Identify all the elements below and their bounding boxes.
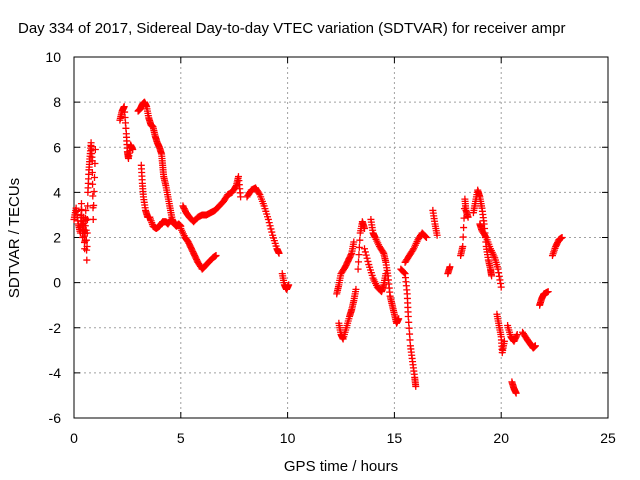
y-tick-label: -4 — [49, 365, 62, 381]
data-point — [433, 231, 441, 239]
y-tick-label: 2 — [53, 230, 61, 246]
data-point — [400, 269, 408, 277]
data-point — [237, 193, 245, 201]
data-point — [355, 258, 363, 266]
data-point — [84, 202, 92, 210]
y-tick-labels: -6 -4 -2 0 2 4 6 8 10 — [45, 49, 61, 426]
y-tick-label: -6 — [49, 410, 62, 426]
data-point — [460, 214, 468, 222]
x-tick-label: 5 — [177, 430, 185, 446]
data-point — [513, 331, 521, 339]
data-point — [81, 237, 89, 245]
data-point — [363, 254, 371, 262]
data-point — [129, 146, 137, 154]
data-point — [406, 336, 414, 344]
data-point — [167, 215, 175, 223]
data-point — [395, 315, 403, 323]
data-point — [354, 265, 362, 273]
data-point — [89, 180, 97, 188]
data-point — [355, 243, 363, 251]
data-point — [446, 263, 454, 271]
y-tick-label: 8 — [53, 94, 61, 110]
y-tick-label: 4 — [53, 184, 61, 200]
x-tick-label: 0 — [70, 430, 78, 446]
data-point — [90, 187, 98, 195]
x-tick-label: 15 — [387, 430, 403, 446]
data-point — [91, 173, 99, 181]
y-tick-label: -2 — [49, 320, 62, 336]
data-points — [70, 98, 566, 397]
data-point — [83, 229, 91, 237]
data-point — [464, 213, 472, 221]
data-point — [481, 232, 489, 240]
data-point — [422, 233, 430, 241]
data-point — [360, 224, 368, 232]
data-point — [89, 192, 97, 200]
data-point — [83, 256, 91, 264]
data-point — [82, 206, 90, 214]
y-tick-label: 10 — [45, 49, 61, 65]
data-point — [361, 248, 369, 256]
data-point — [90, 201, 98, 209]
chart-title: Day 334 of 2017, Sidereal Day-to-day VTE… — [18, 20, 565, 37]
data-point — [497, 283, 505, 291]
x-tick-label: 20 — [493, 430, 509, 446]
data-point — [379, 248, 387, 256]
data-point — [500, 337, 508, 345]
data-point — [460, 224, 468, 232]
data-point — [89, 215, 97, 223]
data-point — [512, 389, 520, 397]
data-point — [412, 382, 420, 390]
data-point — [362, 251, 370, 259]
data-point — [531, 342, 539, 350]
data-point — [82, 236, 90, 244]
data-point — [356, 236, 364, 244]
data-point — [91, 146, 99, 154]
data-point — [459, 243, 467, 251]
data-point — [352, 285, 360, 293]
data-point — [405, 318, 413, 326]
y-tick-label: 0 — [53, 275, 61, 291]
data-point — [350, 238, 358, 246]
data-point — [212, 252, 220, 260]
data-point — [405, 324, 413, 332]
data-point — [404, 312, 412, 320]
data-point — [264, 215, 272, 223]
data-point — [231, 183, 239, 191]
data-point — [82, 216, 90, 224]
x-tick-label: 10 — [280, 430, 296, 446]
data-point — [255, 189, 263, 197]
data-point — [406, 330, 414, 338]
data-point — [266, 222, 274, 230]
data-point — [265, 219, 273, 227]
data-point — [558, 234, 566, 241]
data-point — [77, 200, 85, 208]
data-point — [83, 243, 91, 251]
data-point — [267, 225, 275, 233]
data-point — [360, 245, 368, 253]
data-point — [488, 272, 496, 280]
data-point — [364, 257, 372, 265]
data-point — [285, 281, 293, 289]
y-axis-label: SDTVAR / TECUs — [6, 178, 23, 298]
data-point — [422, 234, 430, 241]
data-point — [268, 228, 276, 236]
x-tick-label: 25 — [600, 430, 616, 446]
x-axis-label: GPS time / hours — [284, 458, 398, 475]
data-point — [355, 251, 363, 259]
y-tick-label: 6 — [53, 139, 61, 155]
data-point — [459, 233, 467, 241]
grid-lines — [74, 57, 608, 418]
data-point — [88, 169, 96, 177]
axis-ticks — [73, 56, 609, 419]
x-tick-labels: 0 5 10 15 20 25 — [70, 430, 616, 446]
data-point — [275, 249, 283, 257]
data-point — [91, 159, 99, 167]
data-point — [544, 288, 552, 296]
